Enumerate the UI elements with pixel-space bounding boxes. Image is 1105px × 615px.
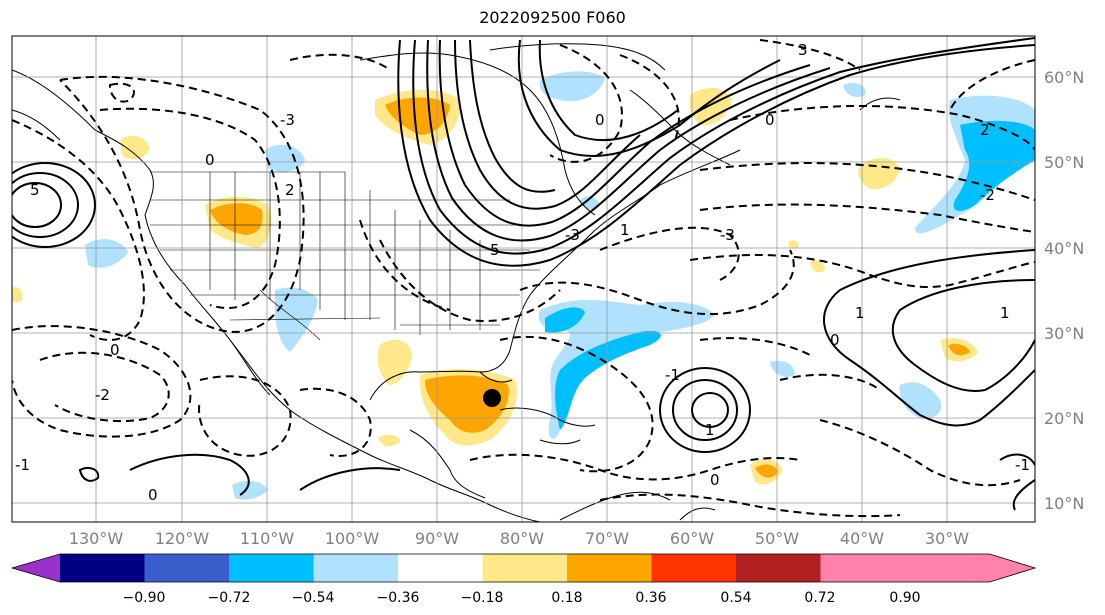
lon-label: 130°W xyxy=(69,529,124,548)
colorbar-outline xyxy=(10,553,1037,583)
colorbar-ticks: −0.90 −0.72 −0.54 −0.36 −0.18 0.18 0.36 … xyxy=(123,590,921,606)
lat-label: 40°N xyxy=(1044,239,1084,258)
colorbar-segment xyxy=(482,554,567,582)
contour-label: 2 xyxy=(285,181,295,199)
colorbar-tick: −0.18 xyxy=(461,590,504,606)
longitude-axis: 130°W 120°W 110°W 100°W 90°W 80°W 70°W 6… xyxy=(69,529,969,548)
contour-label: 5 xyxy=(490,241,500,259)
colorbar-tick: 0.36 xyxy=(635,590,666,606)
contour-label: -3 xyxy=(565,226,580,244)
contour-label: 3 xyxy=(798,41,808,59)
lon-label: 120°W xyxy=(155,529,210,548)
colorbar-segment xyxy=(736,554,821,582)
lon-label: 80°W xyxy=(500,529,544,548)
colorbar-segment xyxy=(398,554,483,582)
map-frame xyxy=(11,35,1036,523)
contour-label: 1 xyxy=(705,421,715,439)
lat-label: 60°N xyxy=(1044,68,1084,87)
colorbar-low-extension xyxy=(12,554,60,582)
contour-label: 5 xyxy=(30,181,40,199)
contour-label: 1 xyxy=(620,221,630,239)
contour-label: -1 xyxy=(1015,456,1030,474)
lon-label: 30°W xyxy=(925,529,969,548)
colorbar-tick: −0.54 xyxy=(292,590,335,606)
lon-label: 90°W xyxy=(415,529,459,548)
contour-label: 0 xyxy=(830,331,840,349)
contour-label: -3 xyxy=(280,111,295,129)
political-borders xyxy=(150,171,540,341)
colorbar-segment xyxy=(60,554,145,582)
contour-label: -2 xyxy=(95,386,110,404)
contour-label: 0 xyxy=(205,151,215,169)
lat-label: 30°N xyxy=(1044,324,1084,343)
coastlines xyxy=(12,43,901,522)
solid-contours xyxy=(12,37,1035,511)
lon-label: 40°W xyxy=(840,529,884,548)
lon-label: 60°W xyxy=(670,529,714,548)
colorbar-tick: 0.90 xyxy=(889,590,920,606)
lon-label: 50°W xyxy=(755,529,799,548)
lon-label: 100°W xyxy=(325,529,380,548)
lon-label: 70°W xyxy=(585,529,629,548)
map-background xyxy=(12,36,1035,522)
contour-label: 1 xyxy=(855,304,865,322)
contour-label: -1 xyxy=(15,456,30,474)
lat-label: 50°N xyxy=(1044,153,1084,172)
colorbar-segment xyxy=(229,554,314,582)
colorbar-segment xyxy=(313,554,398,582)
page-title: 2022092500 F060 xyxy=(479,8,626,27)
lat-label: 20°N xyxy=(1044,409,1084,428)
contour-label: 1 xyxy=(1000,304,1010,322)
contour-label: 0 xyxy=(765,111,775,129)
colorbar-high-extension xyxy=(989,554,1035,582)
colorbar-segment xyxy=(651,554,736,582)
colorbar-segment xyxy=(144,554,229,582)
colorbar-tick: 0.72 xyxy=(804,590,835,606)
colorbar-tick: −0.72 xyxy=(208,590,251,606)
colorbar-segment xyxy=(567,554,652,582)
colorbar-segment xyxy=(820,554,905,582)
colorbar-tick: 0.54 xyxy=(720,590,751,606)
contour-label: 0 xyxy=(595,111,605,129)
colorbar xyxy=(10,553,1037,583)
contour-label: -3 xyxy=(720,226,735,244)
contour-label: 0 xyxy=(110,341,120,359)
lon-label: 110°W xyxy=(240,529,295,548)
contour-labels: 3 0 2 0 5 5 0 -3 2 -2 0 1 -3 1 0 1 -1 -1… xyxy=(15,41,1030,504)
colorbar-tick: 0.18 xyxy=(551,590,582,606)
dashed-contours xyxy=(12,39,1035,518)
colorbar-tick: −0.90 xyxy=(123,590,166,606)
latitude-axis: 60°N 50°N 40°N 30°N 20°N 10°N xyxy=(1044,68,1084,513)
contour-label: 0 xyxy=(148,486,158,504)
contour-label: -2 xyxy=(980,186,995,204)
contour-label: 0 xyxy=(710,471,720,489)
contour-label: -1 xyxy=(665,366,680,384)
contour-label: 2 xyxy=(980,121,990,139)
lat-label: 10°N xyxy=(1044,494,1084,513)
colorbar-tick: −0.36 xyxy=(377,590,420,606)
colorbar-segment xyxy=(905,554,990,582)
